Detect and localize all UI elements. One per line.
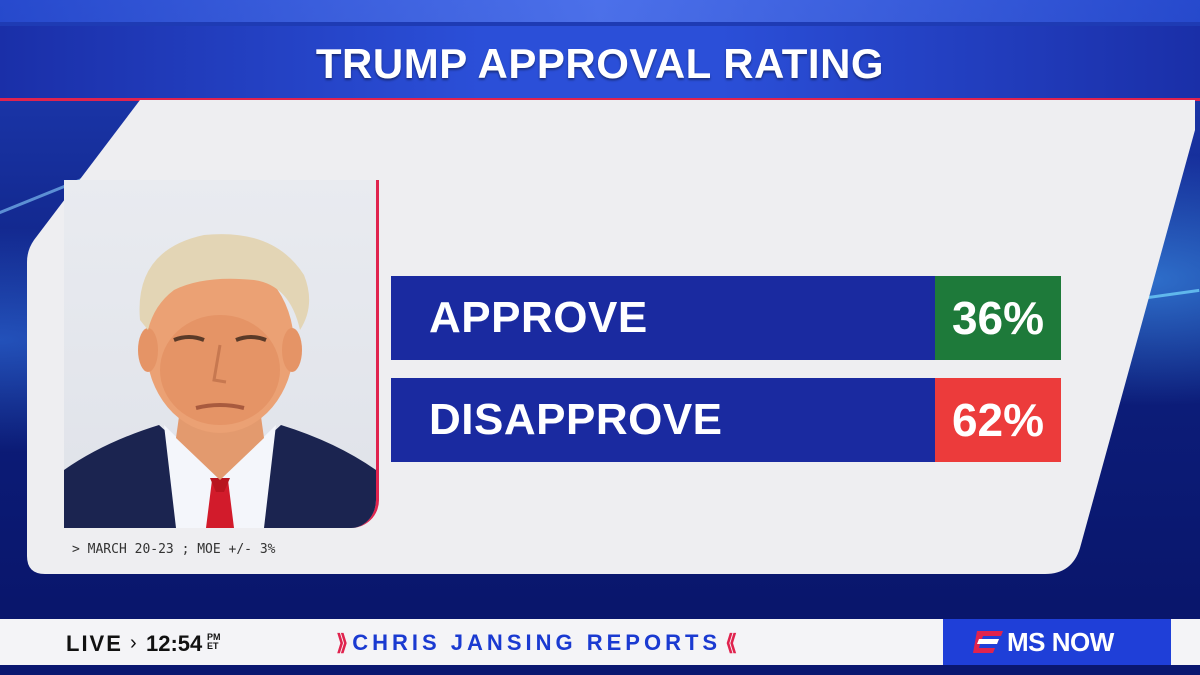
- network-logo: MS NOW: [943, 619, 1171, 665]
- approve-label: APPROVE: [429, 293, 648, 342]
- chevron-right-icon: ›: [130, 632, 137, 654]
- top-glow-bar: [0, 0, 1200, 22]
- disapprove-value: 62%: [935, 378, 1061, 462]
- poll-source-note: > MARCH 20-23 ; MOE +/- 3%: [72, 542, 276, 557]
- clock-meridiem: PM ET: [207, 633, 221, 651]
- show-title-group: ⟫ CHRIS JANSING REPORTS ⟪: [336, 628, 737, 658]
- title-bar: [0, 26, 1200, 101]
- show-title: CHRIS JANSING REPORTS: [352, 630, 722, 655]
- open-marks-icon: ⟫: [336, 630, 349, 655]
- live-indicator: LIVE: [66, 631, 123, 656]
- clock-time: 12:54: [146, 631, 203, 656]
- close-marks-icon: ⟪: [725, 630, 738, 655]
- network-logo-icon: [973, 631, 1003, 653]
- poll-bar-approve: APPROVE: [391, 276, 935, 360]
- portrait-photo: [64, 180, 379, 528]
- clock-timezone: ET: [207, 641, 219, 651]
- disapprove-label: DISAPPROVE: [429, 395, 723, 444]
- poll-bar-disapprove: DISAPPROVE: [391, 378, 935, 462]
- ticker-bottom-strip: [0, 665, 1200, 675]
- clock-ampm: PM: [207, 632, 221, 642]
- approve-value: 36%: [935, 276, 1061, 360]
- page-title: TRUMP APPROVAL RATING: [315, 40, 885, 87]
- network-logo-text: MS NOW: [1007, 627, 1114, 657]
- portrait-illustration: [64, 234, 376, 528]
